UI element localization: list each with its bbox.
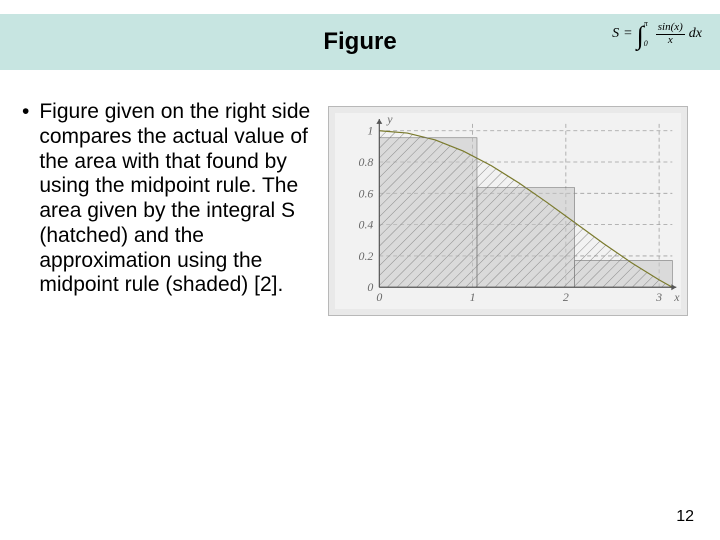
svg-text:2: 2 (563, 290, 569, 304)
integrand-fraction: sin(x) x (656, 22, 685, 46)
slide: { "title_bar": { "background_color": "#c… (0, 0, 720, 540)
chart-inner: 0 0.2 0.4 0.6 0.8 1 0 1 2 3x y (335, 113, 681, 309)
page-number: 12 (676, 508, 694, 526)
svg-text:0.8: 0.8 (359, 155, 374, 169)
svg-text:x: x (673, 290, 680, 304)
integral-limits: π 0 (644, 26, 648, 42)
bullet-dot: • (22, 100, 29, 298)
svg-text:0: 0 (367, 280, 373, 294)
integral-sign: ∫ (637, 28, 644, 44)
svg-text:y: y (386, 113, 393, 126)
denominator: x (668, 35, 673, 47)
numerator: sin(x) (656, 22, 685, 35)
svg-text:0.6: 0.6 (359, 186, 374, 200)
svg-text:1: 1 (367, 124, 373, 138)
svg-text:0: 0 (376, 290, 382, 304)
svg-text:1: 1 (470, 290, 476, 304)
chart-svg: 0 0.2 0.4 0.6 0.8 1 0 1 2 3x y (335, 113, 681, 309)
svg-text:0.2: 0.2 (359, 249, 374, 263)
svg-text:3: 3 (655, 290, 662, 304)
body-row: • Figure given on the right side compare… (22, 100, 702, 316)
bullet-item: • Figure given on the right side compare… (22, 100, 314, 298)
chart-column: 0 0.2 0.4 0.6 0.8 1 0 1 2 3x y (328, 100, 696, 316)
slide-title: Figure (323, 28, 396, 56)
upper-limit: π (644, 20, 648, 28)
bullet-text: Figure given on the right side compares … (39, 100, 314, 298)
formula-equals: = (623, 26, 632, 42)
bullet-column: • Figure given on the right side compare… (22, 100, 314, 316)
formula-dx: dx (689, 26, 702, 42)
integral-formula: S = ∫ π 0 sin(x) x dx (612, 22, 702, 46)
svg-text:0.4: 0.4 (359, 218, 374, 232)
formula-lhs: S (612, 26, 619, 42)
chart-frame: 0 0.2 0.4 0.6 0.8 1 0 1 2 3x y (328, 106, 688, 316)
lower-limit: 0 (644, 40, 648, 48)
